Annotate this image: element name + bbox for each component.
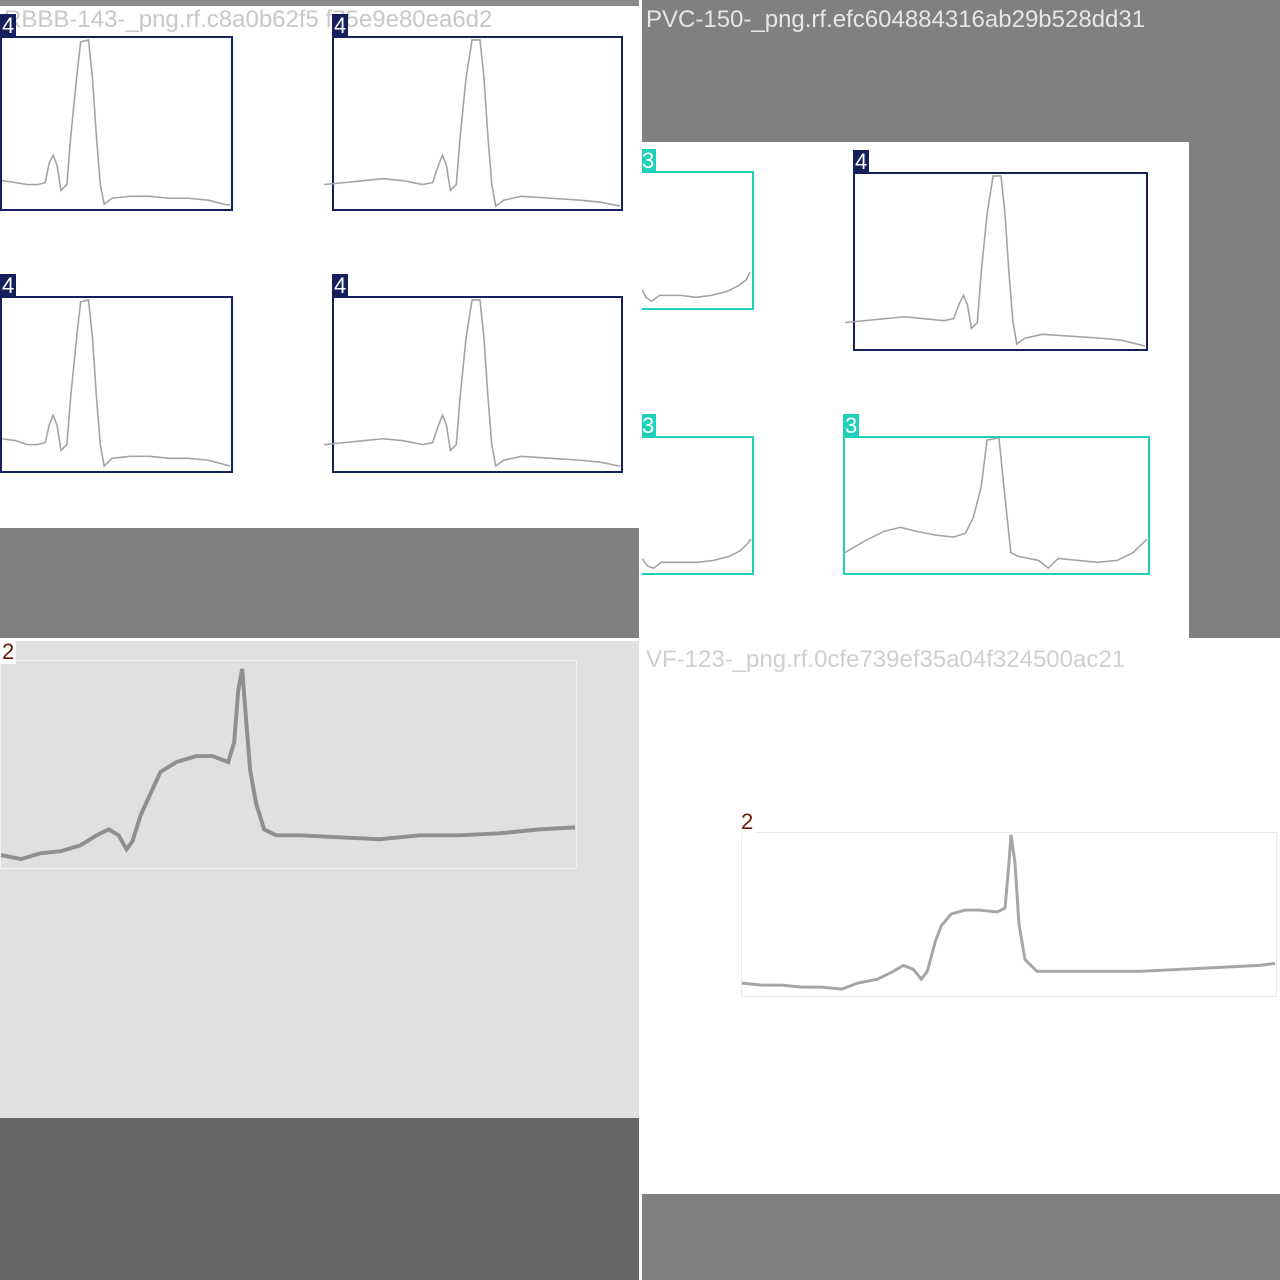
bounding-box-class-3[interactable]	[843, 436, 1150, 575]
bounding-box-class-3[interactable]	[640, 436, 754, 575]
mosaic-tile-top-right: PVC-150-_png.rf.efc604884316ab29b528dd31…	[640, 0, 1280, 640]
bounding-box-class-4[interactable]	[0, 36, 233, 211]
bounding-box-class-4[interactable]	[845, 172, 1148, 351]
ecg-beat-waveform	[0, 668, 576, 862]
bounding-box-class-4[interactable]	[324, 36, 623, 211]
ecg-beat-waveform	[324, 299, 621, 468]
mosaic-tile-top-left: RBBB-143-_png.rf.c8a0b62f5 f75e9e80ea6d2…	[0, 0, 640, 640]
box-label: 3	[640, 413, 657, 438]
image-content-area	[640, 142, 1189, 640]
mosaic-tile-bottom-left: 2	[0, 640, 640, 1280]
padding-gray-area	[0, 1118, 640, 1280]
box-label: 4	[853, 149, 870, 174]
box-label: 2	[739, 809, 756, 834]
bounding-box-class-2[interactable]	[0, 660, 577, 869]
box-label: 4	[0, 273, 17, 298]
box-label: 3	[640, 148, 657, 173]
tile-filename: VF-123-_png.rf.0cfe739ef35a04f324500ac21	[646, 646, 1126, 673]
tile-filename: PVC-150-_png.rf.efc604884316ab29b528dd31	[646, 6, 1146, 33]
box-label: 3	[843, 413, 860, 438]
top-border-strip	[0, 0, 640, 6]
ecg-beat-waveform	[1, 298, 231, 468]
ecg-beat-waveform	[741, 834, 1276, 991]
bounding-box-class-4[interactable]	[0, 296, 233, 473]
bounding-box-class-2[interactable]	[741, 832, 1277, 997]
ecg-beat-waveform	[641, 538, 752, 570]
ecg-beat-waveform	[844, 437, 1148, 570]
ecg-beat-waveform	[324, 39, 621, 208]
box-label: 2	[0, 640, 17, 664]
padding-gray-area	[640, 1194, 1280, 1280]
bounding-box-class-4[interactable]	[324, 296, 623, 473]
ecg-beat-waveform	[845, 175, 1146, 347]
bounding-box-class-3[interactable]	[640, 171, 754, 310]
tile-filename: RBBB-143-_png.rf.c8a0b62f5 f75e9e80ea6d2	[4, 6, 493, 33]
ecg-beat-waveform	[1, 38, 231, 206]
box-label: 4	[332, 273, 349, 298]
padding-gray-area	[0, 528, 640, 640]
box-label: 4	[332, 13, 349, 38]
box-label: 4	[0, 13, 17, 38]
ecg-beat-waveform	[641, 271, 751, 303]
mosaic-tile-bottom-right: VF-123-_png.rf.0cfe739ef35a04f324500ac21…	[640, 640, 1280, 1280]
mosaic-divider-horizontal	[0, 638, 1280, 641]
